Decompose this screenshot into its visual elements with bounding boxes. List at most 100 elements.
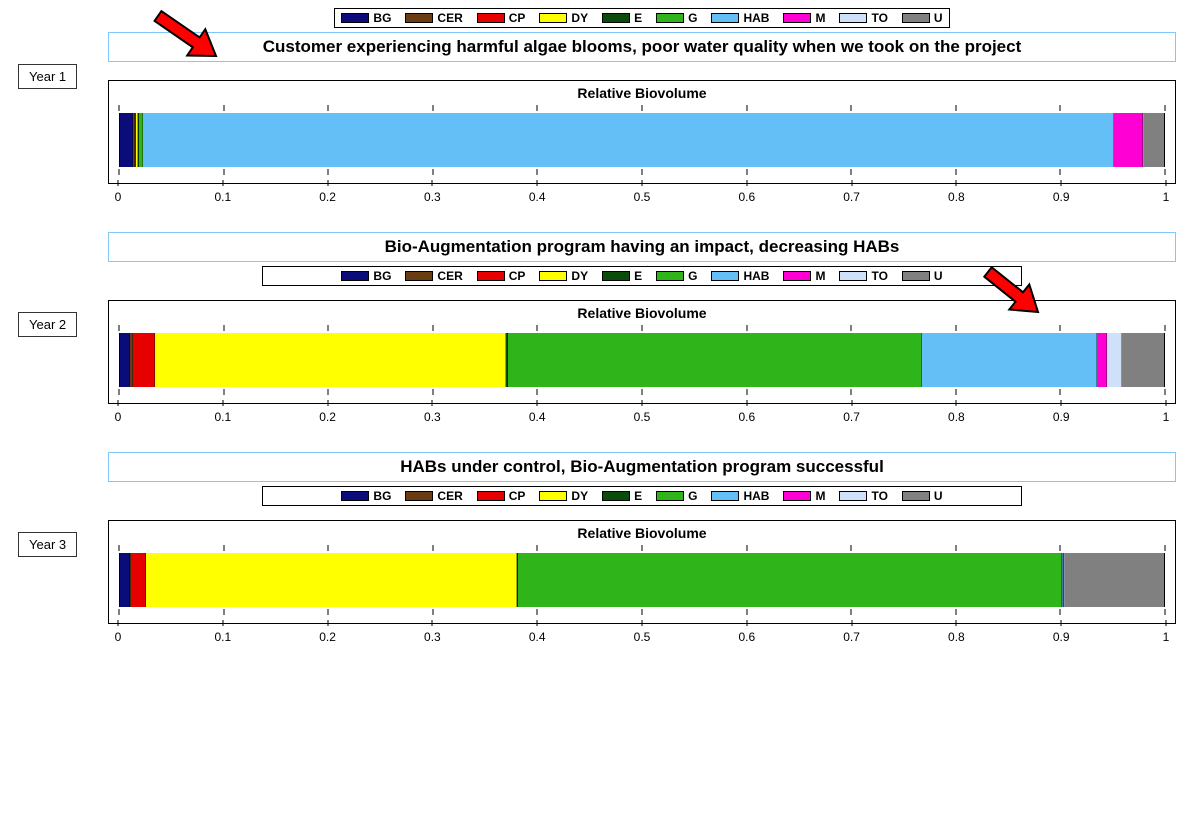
x-tick-label: 0.1 xyxy=(214,410,231,424)
legend-swatch xyxy=(602,271,630,281)
legend-swatch xyxy=(839,491,867,501)
chart-inner-title: Relative Biovolume xyxy=(109,81,1175,103)
legend-label: TO xyxy=(871,269,887,283)
legend-item: CP xyxy=(477,489,526,503)
legend-label: DY xyxy=(571,489,588,503)
legend-item: G xyxy=(656,269,697,283)
legend-swatch xyxy=(341,13,369,23)
legend-item: CER xyxy=(405,489,462,503)
x-tick-label: 0.5 xyxy=(634,630,651,644)
panel: Year 1BGCERCPDYEGHABMTOUCustomer experie… xyxy=(8,8,1192,210)
x-tick-label: 0.4 xyxy=(529,630,546,644)
chart-frame: Relative Biovolume xyxy=(108,80,1176,184)
bar-segment-dy xyxy=(155,333,506,387)
x-tick-label: 0.4 xyxy=(529,190,546,204)
legend-item: BG xyxy=(341,269,391,283)
chart-frame: Relative Biovolume xyxy=(108,300,1176,404)
legend-label: G xyxy=(688,269,697,283)
legend: BGCERCPDYEGHABMTOU xyxy=(334,8,949,28)
bar-segment-bg xyxy=(120,113,133,167)
legend-label: E xyxy=(634,11,642,25)
legend-label: CP xyxy=(509,269,526,283)
legend-label: CER xyxy=(437,269,462,283)
legend-swatch xyxy=(539,491,567,501)
x-tick-label: 0.1 xyxy=(214,630,231,644)
legend: BGCERCPDYEGHABMTOU xyxy=(262,266,1022,286)
legend-item: U xyxy=(902,489,943,503)
bar-area xyxy=(119,545,1165,615)
x-tick-label: 0.8 xyxy=(948,410,965,424)
legend-label: DY xyxy=(571,269,588,283)
legend-label: M xyxy=(815,269,825,283)
chart-inner-title: Relative Biovolume xyxy=(109,301,1175,323)
panel-caption: HABs under control, Bio-Augmentation pro… xyxy=(108,452,1176,482)
bar-segment-u xyxy=(1122,333,1164,387)
legend-swatch xyxy=(711,13,739,23)
chart-inner-title: Relative Biovolume xyxy=(109,521,1175,543)
x-tick-label: 0.5 xyxy=(634,410,651,424)
x-tick-label: 0.6 xyxy=(738,630,755,644)
legend-label: BG xyxy=(373,489,391,503)
x-tick-label: 1 xyxy=(1163,410,1170,424)
legend-item: CER xyxy=(405,269,462,283)
panel: Year 2Bio-Augmentation program having an… xyxy=(8,232,1192,430)
legend-item: U xyxy=(902,11,943,25)
x-tick-label: 0.6 xyxy=(738,190,755,204)
bar-segment-m xyxy=(1114,113,1143,167)
legend-item: TO xyxy=(839,489,887,503)
legend-item: DY xyxy=(539,11,588,25)
x-tick-label: 0 xyxy=(115,190,122,204)
x-tick-label: 0.6 xyxy=(738,410,755,424)
x-tick-label: 0 xyxy=(115,630,122,644)
x-tick-label: 0.2 xyxy=(319,410,336,424)
x-tick-label: 0.1 xyxy=(214,190,231,204)
legend-item: TO xyxy=(839,269,887,283)
x-tick-label: 0.3 xyxy=(424,630,441,644)
x-tick-label: 0.9 xyxy=(1053,190,1070,204)
legend-label: BG xyxy=(373,11,391,25)
legend-swatch xyxy=(902,491,930,501)
legend-label: M xyxy=(815,11,825,25)
legend-swatch xyxy=(656,13,684,23)
legend: BGCERCPDYEGHABMTOU xyxy=(262,486,1022,506)
x-tick-label: 0.2 xyxy=(319,190,336,204)
x-tick-label: 0.7 xyxy=(843,630,860,644)
legend-label: CER xyxy=(437,489,462,503)
legend-item: M xyxy=(783,11,825,25)
legend-swatch xyxy=(783,271,811,281)
legend-label: E xyxy=(634,269,642,283)
bar-segment-bg xyxy=(120,333,130,387)
legend-swatch xyxy=(477,491,505,501)
legend-item: CP xyxy=(477,269,526,283)
x-tick-label: 0.7 xyxy=(843,410,860,424)
legend-item: E xyxy=(602,489,642,503)
legend-item: DY xyxy=(539,269,588,283)
bar-segment-cp xyxy=(131,553,146,607)
bar-segment-hab xyxy=(922,333,1097,387)
legend-label: CER xyxy=(437,11,462,25)
x-tick-label: 0 xyxy=(115,410,122,424)
stacked-bar xyxy=(119,113,1165,167)
legend-swatch xyxy=(902,271,930,281)
x-tick-label: 0.3 xyxy=(424,410,441,424)
x-tick-label: 0.4 xyxy=(529,410,546,424)
x-axis: 00.10.20.30.40.50.60.70.80.91 xyxy=(118,408,1166,430)
year-label: Year 1 xyxy=(18,64,77,89)
legend-label: HAB xyxy=(743,489,769,503)
legend-label: E xyxy=(634,489,642,503)
legend-swatch xyxy=(405,491,433,501)
legend-item: U xyxy=(902,269,943,283)
legend-label: M xyxy=(815,489,825,503)
legend-item: M xyxy=(783,489,825,503)
legend-label: CP xyxy=(509,11,526,25)
bar-area xyxy=(119,105,1165,175)
legend-label: U xyxy=(934,11,943,25)
x-tick-label: 0.7 xyxy=(843,190,860,204)
legend-swatch xyxy=(539,271,567,281)
legend-label: HAB xyxy=(743,11,769,25)
stacked-bar xyxy=(119,553,1165,607)
legend-swatch xyxy=(477,13,505,23)
x-tick-label: 1 xyxy=(1163,190,1170,204)
legend-swatch xyxy=(711,491,739,501)
legend-swatch xyxy=(477,271,505,281)
